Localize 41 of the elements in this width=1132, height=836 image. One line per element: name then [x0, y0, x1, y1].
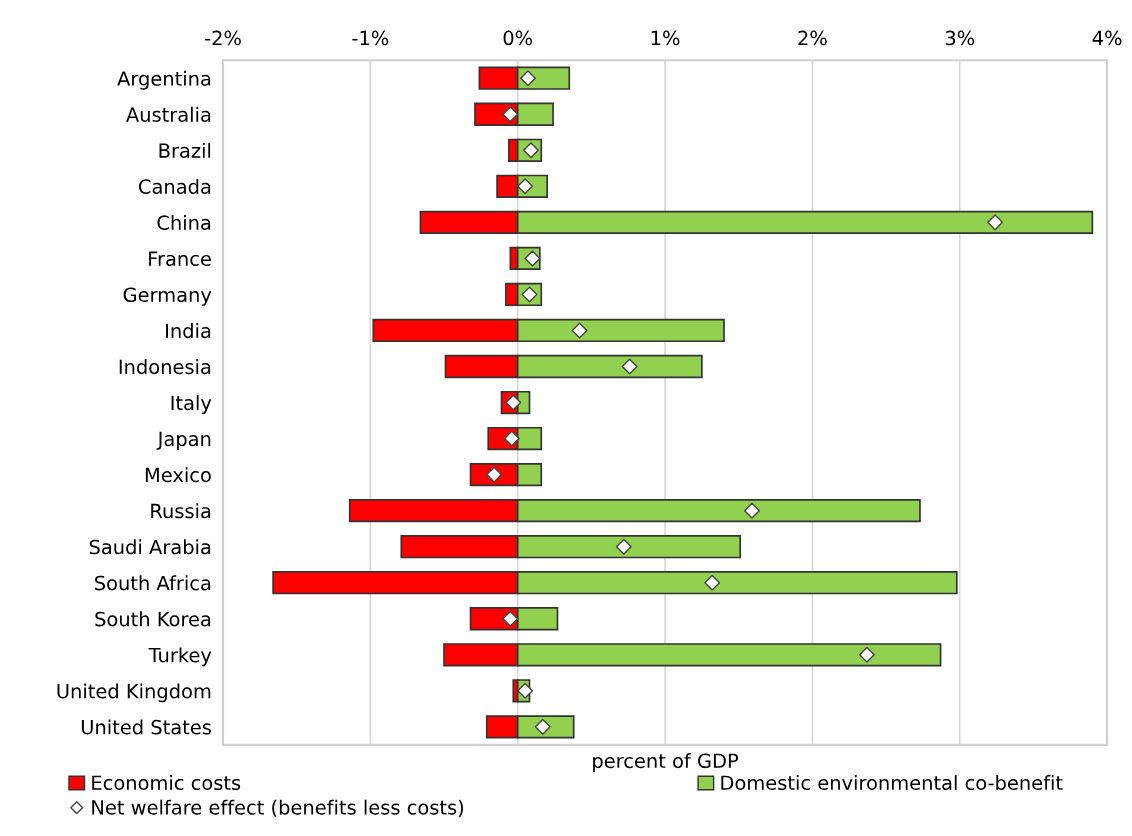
legend-label: Net welfare effect (benefits less costs) — [92, 799, 464, 818]
x-tick-label: 1% — [651, 30, 680, 46]
point — [502, 106, 519, 123]
y-tick-label: Italy — [171, 395, 212, 414]
legend-label: Economic costs — [92, 775, 241, 791]
point — [520, 70, 536, 87]
point — [571, 322, 588, 339]
y-tick-label: United Kingdom — [57, 683, 211, 703]
y-tick-label: Japan — [156, 431, 211, 450]
y-tick-label: South Korea — [95, 611, 211, 627]
y-tick-label: United States — [81, 719, 211, 735]
point — [987, 214, 1004, 231]
point — [704, 574, 721, 591]
point — [858, 646, 875, 663]
y-tick-label: Saudi Arabia — [89, 539, 211, 555]
x-axis-title: percent of GDP — [593, 753, 739, 772]
y-tick-label: Turkey — [148, 647, 212, 667]
point — [744, 502, 760, 519]
y-tick-label: China — [157, 214, 211, 231]
y-tick-label: Canada — [138, 178, 211, 194]
legend-label: Domestic environmental co-benefit — [721, 775, 1063, 791]
point — [502, 610, 519, 627]
y-tick-label: India — [166, 323, 211, 339]
y-tick-label: Indonesia — [119, 359, 211, 375]
x-tick-label: 3% — [945, 30, 975, 46]
x-tick-label: 4% — [1092, 30, 1122, 46]
y-tick-label: Mexico — [145, 467, 211, 483]
point — [615, 538, 632, 555]
y-tick-label: Argentina — [117, 70, 211, 90]
y-tick-label: Australia — [126, 106, 211, 122]
x-tick-label: -2% — [205, 30, 241, 46]
point — [517, 682, 534, 699]
y-tick-label: Brazil — [159, 142, 211, 158]
y-tick-label: France — [149, 251, 211, 267]
y-tick-label: Russia — [151, 503, 211, 519]
y-tick-label: South Africa — [95, 575, 211, 591]
x-tick-label: 2% — [798, 30, 827, 46]
point — [621, 358, 638, 375]
x-tick-label: 0% — [503, 30, 533, 46]
x-tick-label: -1% — [352, 30, 389, 46]
y-tick-label: Germany — [123, 287, 212, 306]
